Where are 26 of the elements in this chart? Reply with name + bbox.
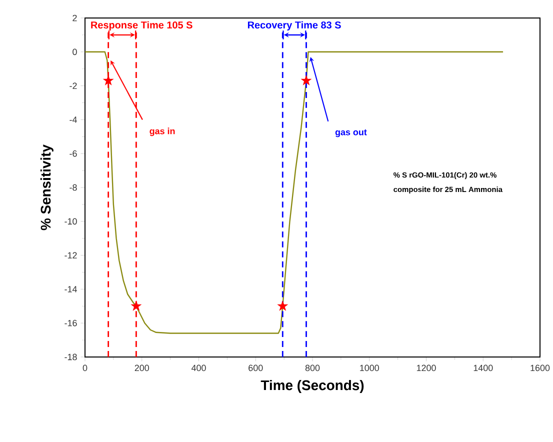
y-tick-label: -12 bbox=[64, 252, 77, 258]
y-tick-label: -4 bbox=[70, 116, 77, 123]
annotation: gas in bbox=[150, 128, 175, 136]
x-tick-label: 1600 bbox=[530, 364, 550, 372]
x-tick-label: 1000 bbox=[360, 364, 380, 372]
x-tick-label: 1200 bbox=[416, 364, 436, 372]
y-tick-label: -2 bbox=[70, 82, 77, 89]
x-tick-label: 200 bbox=[134, 364, 150, 372]
annotation: gas out bbox=[335, 129, 367, 138]
x-axis-title: Time (Seconds) bbox=[260, 380, 364, 393]
y-tick-label: 2 bbox=[72, 14, 77, 22]
y-tick-label: -14 bbox=[64, 286, 77, 292]
y-axis-title: % Sensitivity bbox=[40, 144, 54, 230]
x-tick-label: 600 bbox=[248, 364, 263, 372]
x-tick-label: 400 bbox=[191, 364, 206, 372]
y-tick-label: -8 bbox=[70, 184, 77, 191]
x-tick-label: 1400 bbox=[474, 364, 493, 372]
y-tick-label: -18 bbox=[64, 354, 77, 360]
y-tick-label: -16 bbox=[64, 320, 77, 326]
ref-line-label: Recovery Time 83 S bbox=[248, 21, 341, 30]
ref-line-label: Response Time 105 S bbox=[91, 21, 192, 30]
y-tick-label: -10 bbox=[64, 218, 77, 225]
x-tick-label: 0 bbox=[82, 364, 88, 372]
y-tick-label: 0 bbox=[72, 48, 77, 56]
y-tick-label: -6 bbox=[70, 150, 77, 157]
x-tick-label: 800 bbox=[305, 364, 320, 372]
